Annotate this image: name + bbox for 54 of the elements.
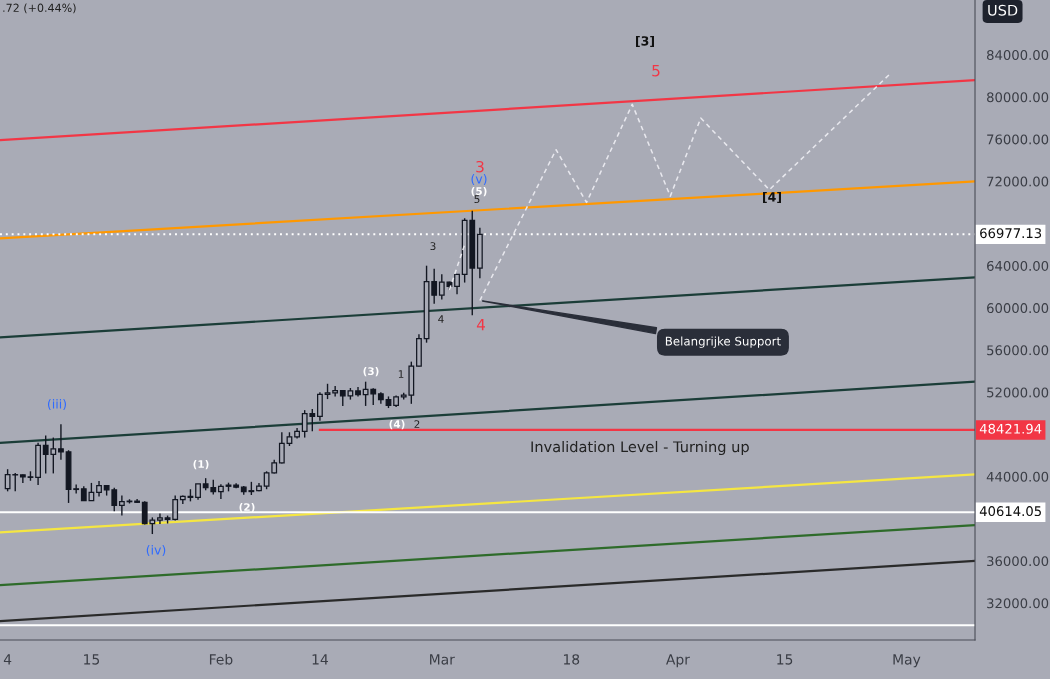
annotation: 5 — [652, 65, 660, 77]
y-tick-label: 36000.00 — [987, 556, 1049, 567]
candlestick — [157, 512, 163, 525]
candlestick — [317, 391, 323, 422]
x-tick-label: 18 — [563, 654, 580, 665]
y-tick-label: 80000.00 — [987, 92, 1049, 103]
y-tick-label: 76000.00 — [987, 134, 1049, 145]
y-tick-label: 60000.00 — [987, 303, 1049, 314]
annotation: 48421.94 — [979, 423, 1042, 434]
annotation: 1 — [398, 370, 404, 378]
y-tick-label: 72000.00 — [987, 176, 1049, 187]
x-tick-label: 15 — [84, 654, 100, 665]
annotation: 2 — [414, 420, 420, 428]
annotation: (iii) — [47, 398, 67, 411]
x-tick-label: 15 — [777, 654, 793, 665]
annotation: Invalidation Level - Turning up — [531, 440, 749, 456]
annotation: 3 — [430, 242, 436, 251]
y-tick-label: 84000.00 — [987, 50, 1049, 61]
annotation: (v) — [471, 173, 487, 186]
y-axis-title: USD — [988, 4, 1018, 16]
candlestick — [118, 494, 125, 517]
annotation: (5) — [471, 186, 487, 197]
annotation: (1) — [193, 459, 209, 470]
annotation: 3 — [476, 160, 484, 173]
ref-line-label: 66977.13 — [980, 228, 1042, 239]
candlestick — [73, 483, 80, 495]
x-tick-label: Mar — [430, 654, 455, 665]
x-tick-label: 4 — [3, 654, 12, 665]
x-tick-label: Feb — [209, 653, 233, 665]
annotation: 5 — [474, 195, 480, 204]
annotation: (iv) — [146, 544, 166, 557]
annotation: (4) — [389, 419, 405, 430]
annotation: Belangrijke Support — [665, 336, 781, 348]
y-tick-label: 32000.00 — [987, 598, 1049, 609]
chart-title: .72 (+0.44%) — [3, 3, 76, 14]
annotation: (2) — [239, 502, 255, 513]
y-tick-label: 64000.00 — [987, 260, 1049, 271]
candlestick — [58, 423, 64, 461]
y-tick-label: 56000.00 — [987, 345, 1049, 356]
x-tick-label: May — [893, 654, 921, 668]
candlestick — [217, 483, 224, 500]
annotation: 4 — [476, 319, 485, 331]
y-tick-label: 44000.00 — [986, 471, 1049, 482]
candlestick — [454, 273, 460, 295]
annotation: [3] — [636, 35, 654, 48]
candlestick — [431, 268, 438, 305]
annotation: 4 — [438, 315, 444, 323]
x-tick-label: Apr — [666, 654, 690, 668]
annotation: (3) — [363, 366, 379, 377]
y-tick-label: 52000.00 — [987, 387, 1049, 398]
x-tick-label: 14 — [312, 654, 328, 665]
ref-line-label: 40614.05 — [979, 506, 1041, 517]
annotation: [4] — [763, 191, 781, 204]
candlestick — [278, 431, 285, 465]
